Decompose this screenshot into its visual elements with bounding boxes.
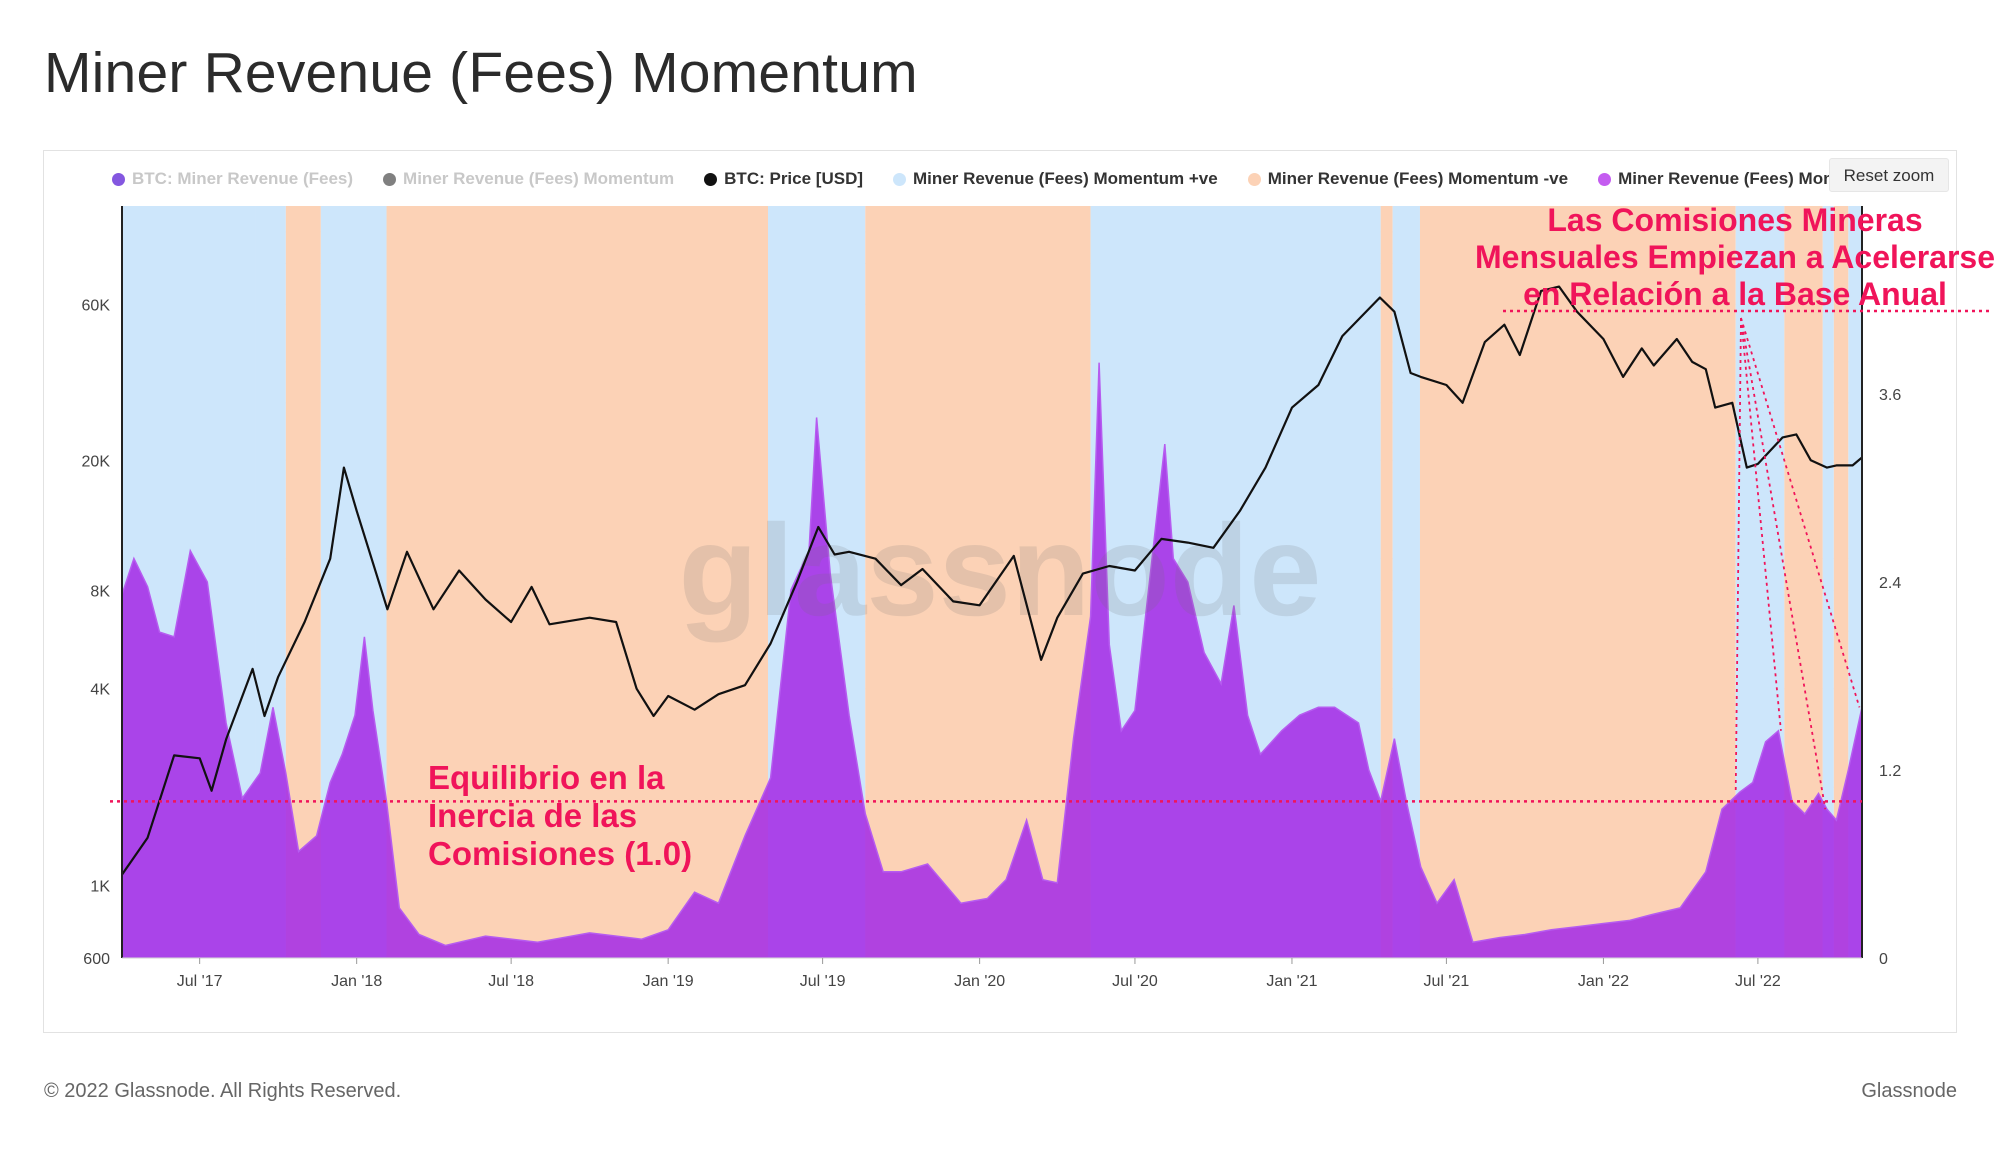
x-tick-label: Jan '21 — [1266, 973, 1317, 990]
legend-dot — [112, 172, 125, 186]
x-tick-label: Jul '21 — [1424, 973, 1470, 990]
equilibrium-annotation-line: Comisiones (1.0) — [428, 835, 692, 872]
momentum-area-layer — [122, 362, 1862, 958]
y-left-tick-label: 4K — [90, 682, 110, 699]
y-left-tick-label: 8K — [90, 583, 110, 600]
x-tick-label: Jul '22 — [1735, 973, 1781, 990]
y-left-tick-label: 20K — [82, 453, 111, 470]
legend-label: Miner Revenue (Fees) Momentum — [1618, 169, 1890, 188]
annotation-pointer-line — [1740, 317, 1782, 731]
page-title: Miner Revenue (Fees) Momentum — [44, 41, 918, 105]
x-tick-label: Jan '18 — [331, 973, 382, 990]
x-tick-label: Jan '22 — [1578, 973, 1629, 990]
legend-dot — [1247, 172, 1261, 186]
negative-band — [865, 206, 1091, 958]
legend-label: Miner Revenue (Fees) Momentum -ve — [1267, 169, 1569, 188]
legend-item-miner-revenue-fees[interactable]: BTC: Miner Revenue (Fees) — [112, 169, 353, 189]
acceleration-annotation-line: Las Comisiones Mineras — [1547, 202, 1922, 238]
equilibrium-annotation-line: Inercia de las — [428, 797, 637, 834]
x-tick-label: Jul '17 — [177, 973, 223, 990]
y-right-tick-label: 3.6 — [1879, 387, 1901, 404]
price-line-layer — [122, 285, 1862, 876]
legend-dot — [893, 172, 907, 186]
chart-legend: BTC: Miner Revenue (Fees) Miner Revenue … — [112, 166, 1919, 192]
annotation-pointer-line — [1734, 317, 1742, 792]
watermark: glassnode — [679, 497, 1322, 643]
legend-label: Miner Revenue (Fees) Momentum — [403, 169, 675, 188]
negative-band — [1419, 206, 1736, 958]
y-left-tick-label: 60K — [82, 297, 111, 314]
negative-band — [1380, 206, 1393, 958]
legend-dot — [704, 172, 718, 186]
annotation-pointer-line — [1740, 317, 1861, 708]
x-tick-label: Jul '20 — [1112, 973, 1158, 990]
price-line — [122, 285, 1862, 876]
acceleration-annotation-line: Mensuales Empiezan a Acelerarse — [1475, 239, 1995, 275]
chart-frame — [43, 150, 1957, 1033]
x-tick-label: Jan '20 — [954, 973, 1005, 990]
regime-bands — [122, 206, 1862, 958]
legend-item-btc-price[interactable]: BTC: Price [USD] — [704, 169, 863, 189]
legend-item-momentum-negative[interactable]: Miner Revenue (Fees) Momentum -ve — [1247, 169, 1569, 189]
reset-zoom-button[interactable]: Reset zoom — [1829, 158, 1949, 192]
copyright-text: © 2022 Glassnode. All Rights Reserved. — [44, 1080, 402, 1102]
axes: 600 1K 4K 8K 20K 60K 0 1.2 2.4 3.6 Jul '17 Jan '18 J… — [82, 206, 1901, 990]
legend-label: BTC: Miner Revenue (Fees) — [132, 169, 354, 188]
legend-dot — [383, 172, 397, 186]
y-right-tick-label: 1.2 — [1879, 763, 1901, 780]
negative-band — [386, 206, 768, 958]
legend-item-momentum-positive[interactable]: Miner Revenue (Fees) Momentum +ve — [893, 169, 1218, 189]
legend-label: BTC: Price [USD] — [724, 169, 864, 188]
legend-label: Miner Revenue (Fees) Momentum +ve — [913, 169, 1218, 188]
acceleration-annotation-line: en Relación a la Base Anual — [1523, 276, 1947, 312]
y-right-tick-label: 2.4 — [1879, 575, 1901, 592]
legend-dot — [1598, 172, 1612, 186]
brand-name: Glassnode — [1861, 1080, 1957, 1102]
positive-band — [1822, 206, 1834, 958]
annotation-pointer-line — [1740, 317, 1827, 810]
x-tick-label: Jan '19 — [643, 973, 694, 990]
legend-item-momentum[interactable]: Miner Revenue (Fees) Momentum — [1598, 169, 1889, 189]
equilibrium-annotation-line: Equilibrio en la — [428, 759, 665, 796]
y-right-tick-label: 0 — [1879, 951, 1888, 968]
y-left-tick-label: 600 — [83, 951, 110, 968]
legend-item-momentum-hidden[interactable]: Miner Revenue (Fees) Momentum — [383, 169, 674, 189]
x-tick-label: Jul '18 — [488, 973, 534, 990]
negative-band — [1833, 206, 1849, 958]
momentum-area — [122, 362, 1862, 958]
y-left-tick-label: 1K — [90, 878, 110, 895]
x-tick-label: Jul '19 — [800, 973, 846, 990]
